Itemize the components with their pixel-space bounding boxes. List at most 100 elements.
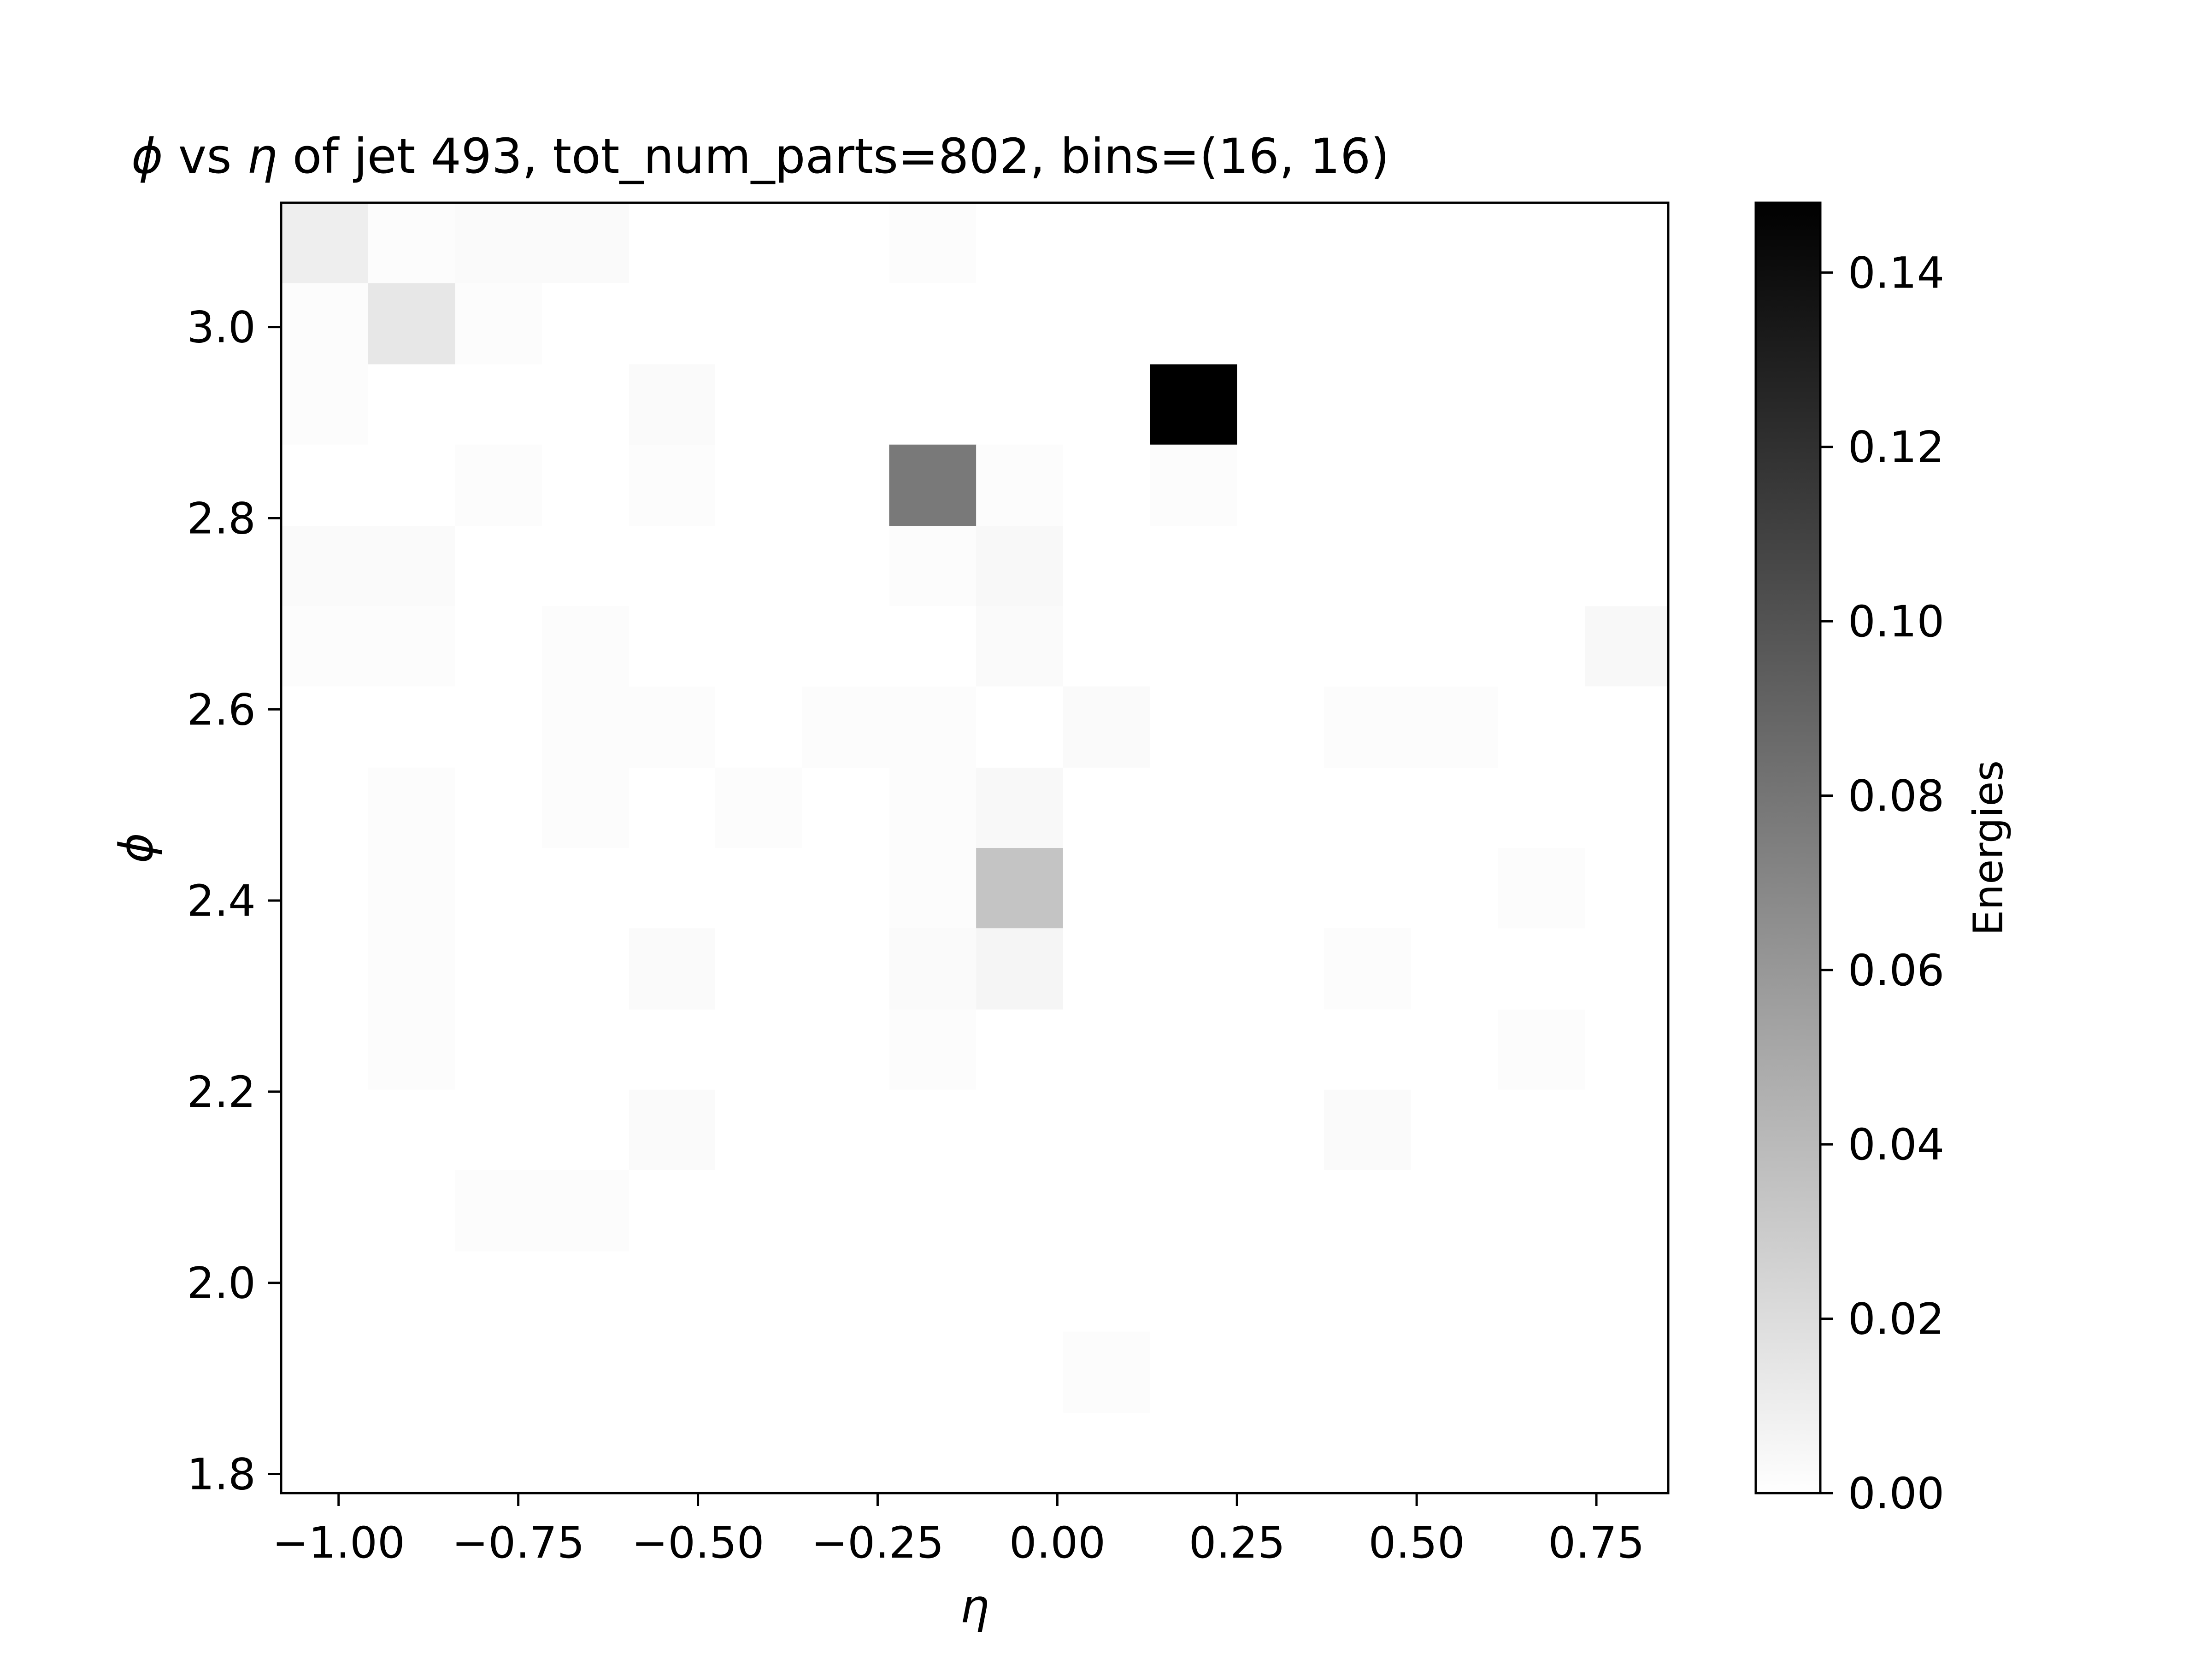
heatmap-cell (542, 606, 629, 687)
heatmap-cell (281, 1331, 369, 1413)
heatmap-cell (1498, 1089, 1585, 1171)
colorbar-tick-label: 0.00 (1848, 1469, 1944, 1519)
heatmap-cell (976, 526, 1064, 606)
heatmap-cell (802, 526, 890, 606)
heatmap-cell (1498, 203, 1585, 283)
heatmap-cell (1150, 686, 1237, 768)
heatmap-cell (629, 686, 716, 768)
plot-frame (280, 201, 1670, 1494)
x-axis-label: η (960, 1579, 989, 1633)
heatmap-cell (1063, 1089, 1151, 1171)
heatmap-cell (455, 526, 542, 606)
heatmap-cell (1063, 686, 1151, 768)
heatmap-cell (368, 364, 456, 445)
heatmap-cell (542, 1412, 629, 1494)
heatmap-cell (1585, 526, 1669, 606)
heatmap-cell (1411, 203, 1498, 283)
heatmap-cell (715, 1089, 803, 1171)
y-tick-label: 2.2 (187, 1067, 256, 1118)
x-tick-label: 0.00 (1009, 1518, 1106, 1568)
y-tick-label: 3.0 (187, 303, 256, 353)
heatmap-cell (1411, 767, 1498, 848)
heatmap-cell (1237, 1251, 1324, 1332)
heatmap-cell (1150, 283, 1237, 365)
heatmap-cell (629, 1009, 716, 1090)
heatmap-cell (281, 928, 369, 1010)
heatmap-cell (455, 1412, 542, 1494)
heatmap-cell (281, 1089, 369, 1171)
heatmap-cell (368, 1089, 456, 1171)
x-tick-label: 0.25 (1189, 1518, 1285, 1568)
heatmap-cell (1585, 203, 1669, 283)
heatmap-cell (1585, 1331, 1669, 1413)
heatmap-cell (1063, 767, 1151, 848)
heatmap-cell (368, 1331, 456, 1413)
heatmap-cell (802, 686, 890, 768)
heatmap-cell (1498, 767, 1585, 848)
heatmap-cell (1324, 928, 1412, 1010)
heatmap-cell (1063, 1170, 1151, 1252)
heatmap-cell (889, 1170, 977, 1252)
heatmap-cell (1150, 364, 1237, 445)
heatmap-cell (1585, 1412, 1669, 1494)
heatmap-cell (802, 203, 890, 283)
heatmap-cell (976, 1331, 1064, 1413)
heatmap-cell (1324, 606, 1412, 687)
heatmap-cell (281, 444, 369, 526)
heatmap-cell (715, 283, 803, 365)
heatmap-cell (1585, 364, 1669, 445)
heatmap-cell (281, 364, 369, 445)
heatmap-cell (281, 848, 369, 929)
heatmap-cell (715, 767, 803, 848)
heatmap-cell (715, 364, 803, 445)
heatmap-cell (1585, 606, 1669, 687)
heatmap-cell (1063, 283, 1151, 365)
heatmap-cell (976, 444, 1064, 526)
heatmap-cell (715, 1251, 803, 1332)
colorbar-tick-label: 0.06 (1848, 946, 1944, 996)
heatmap-cell (1585, 686, 1669, 768)
heatmap-cell (1498, 364, 1585, 445)
heatmap-cell (455, 848, 542, 929)
heatmap-cell (1411, 1170, 1498, 1252)
heatmap-cell (542, 444, 629, 526)
title-eta: η (247, 128, 277, 184)
heatmap-cell (802, 1089, 890, 1171)
heatmap-cell (1411, 283, 1498, 365)
heatmap-cell (629, 767, 716, 848)
heatmap-cell (1411, 1412, 1498, 1494)
heatmap-cell (715, 444, 803, 526)
heatmap-cell (1063, 1412, 1151, 1494)
heatmap-cell (368, 1251, 456, 1332)
heatmap-cell (1324, 1251, 1412, 1332)
heatmap-cell (1237, 444, 1324, 526)
heatmap-cell (542, 1009, 629, 1090)
heatmap-cell (542, 848, 629, 929)
heatmap-cell (1237, 848, 1324, 929)
heatmap-cell (629, 1170, 716, 1252)
heatmap-cell (1237, 686, 1324, 768)
heatmap-cell (1063, 203, 1151, 283)
heatmap-cell (368, 444, 456, 526)
heatmap-cell (542, 526, 629, 606)
heatmap-cell (1324, 1331, 1412, 1413)
heatmap-cell (455, 203, 542, 283)
heatmap-cell (715, 848, 803, 929)
heatmap-cell (1411, 1089, 1498, 1171)
heatmap-cell (802, 1412, 890, 1494)
heatmap-cell (1324, 1412, 1412, 1494)
heatmap-cell (889, 767, 977, 848)
heatmap-cell (368, 203, 456, 283)
heatmap-cell (889, 364, 977, 445)
heatmap-cell (281, 606, 369, 687)
heatmap-cell (368, 526, 456, 606)
heatmap-cells (281, 203, 1669, 1494)
heatmap-cell (1237, 606, 1324, 687)
heatmap-cell (1237, 1009, 1324, 1090)
heatmap-cell (889, 1251, 977, 1332)
heatmap-cell (1324, 767, 1412, 848)
heatmap-cell (976, 1089, 1064, 1171)
heatmap-cell (629, 1412, 716, 1494)
heatmap-cell (1411, 444, 1498, 526)
